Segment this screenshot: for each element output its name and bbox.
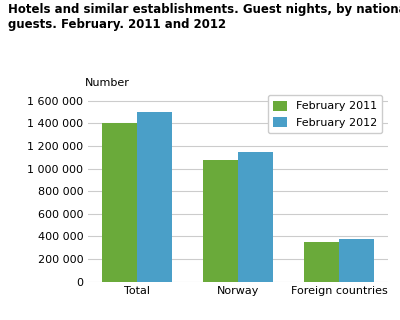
- Bar: [203, 160, 238, 282]
- Bar: [238, 152, 273, 282]
- Bar: [339, 239, 374, 282]
- Text: Number: Number: [85, 78, 130, 88]
- Bar: [304, 242, 339, 282]
- Bar: [137, 112, 172, 282]
- Text: Hotels and similar establishments. Guest nights, by nationality of the
guests. F: Hotels and similar establishments. Guest…: [8, 3, 400, 31]
- Bar: [102, 124, 137, 282]
- Legend: February 2011, February 2012: February 2011, February 2012: [268, 95, 382, 133]
